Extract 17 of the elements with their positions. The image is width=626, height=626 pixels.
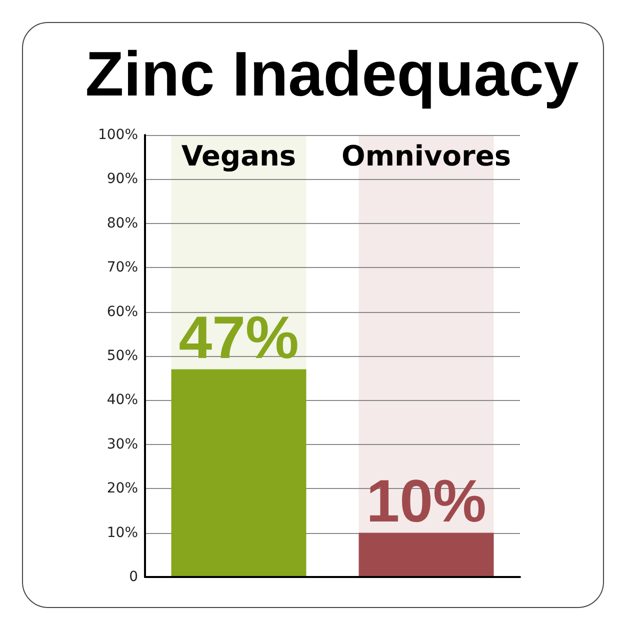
- y-tick-label: 70%: [106, 260, 138, 276]
- y-tick-label: 50%: [106, 348, 138, 364]
- x-tick-label: Vegans: [181, 140, 296, 172]
- y-tick-label: 60%: [106, 304, 138, 320]
- y-tick-label: 0: [129, 569, 138, 585]
- chart-title: Zinc Inadequacy: [85, 40, 579, 110]
- y-tick-label: 100%: [98, 127, 138, 143]
- y-tick-label: 10%: [106, 524, 138, 541]
- bar: [171, 369, 306, 577]
- y-tick-label: 90%: [106, 171, 138, 188]
- x-tick-label: Omnivores: [342, 140, 511, 172]
- y-tick-label: 40%: [106, 392, 138, 408]
- y-tick-label: 20%: [106, 480, 138, 497]
- data-label: 47%: [178, 304, 299, 371]
- y-tick-label: 30%: [106, 436, 138, 452]
- bar: [358, 532, 494, 577]
- y-tick-label: 80%: [106, 215, 138, 232]
